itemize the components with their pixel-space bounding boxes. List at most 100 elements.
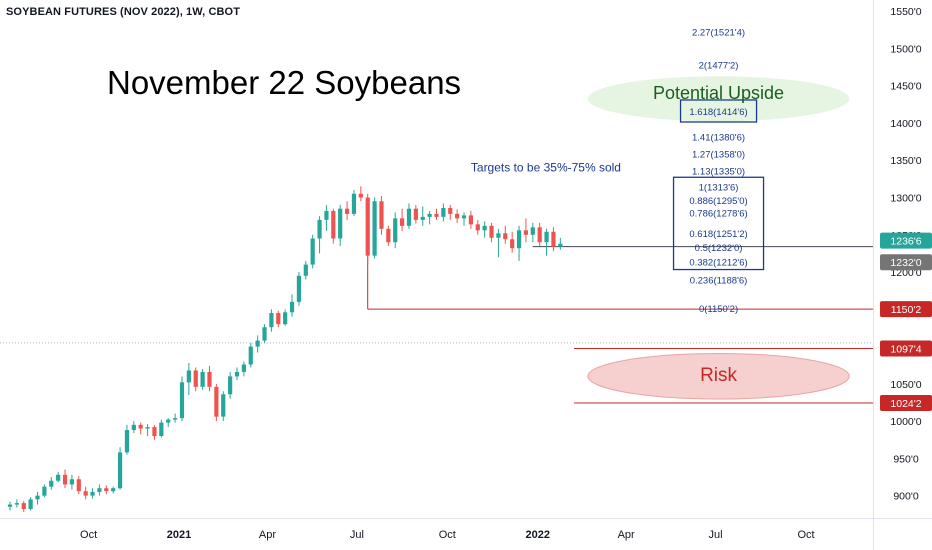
- candle-body[interactable]: [283, 312, 288, 325]
- candle-body[interactable]: [159, 422, 164, 437]
- fib-highlight-box: [679, 99, 758, 123]
- candle-body[interactable]: [420, 216, 425, 220]
- candle-body[interactable]: [97, 488, 102, 492]
- candle-body[interactable]: [241, 364, 246, 372]
- candle-body[interactable]: [427, 213, 432, 217]
- candle-body[interactable]: [42, 486, 47, 496]
- candle-body[interactable]: [179, 382, 185, 419]
- price-tag-previous: [880, 254, 932, 271]
- candle-body[interactable]: [248, 346, 253, 365]
- candle-body[interactable]: [455, 213, 460, 219]
- candle-body[interactable]: [145, 427, 150, 429]
- candle-body[interactable]: [76, 479, 81, 492]
- fib-level-label: 0(1150'2): [699, 304, 738, 315]
- candle-body[interactable]: [303, 264, 308, 276]
- candle-body[interactable]: [269, 313, 274, 328]
- candle-body[interactable]: [193, 370, 198, 387]
- candle-body[interactable]: [393, 218, 398, 243]
- candle-body[interactable]: [468, 215, 473, 225]
- price-axis-tick-label: 900'0: [893, 491, 919, 503]
- candle-body[interactable]: [544, 231, 549, 243]
- time-axis-tick-label: Oct: [797, 529, 814, 541]
- candle-body[interactable]: [255, 340, 260, 347]
- targets-note: Targets to be 35%-75% sold: [471, 161, 621, 175]
- risk-label: Risk: [700, 365, 737, 386]
- fib-level-label: 0.886(1295'0): [689, 196, 747, 207]
- candle-body[interactable]: [365, 197, 370, 256]
- candle-body[interactable]: [131, 424, 136, 431]
- candle-body[interactable]: [461, 215, 467, 219]
- candle-body[interactable]: [516, 230, 522, 249]
- candle-body[interactable]: [530, 227, 535, 235]
- candle-body[interactable]: [475, 224, 480, 231]
- candle-body[interactable]: [262, 327, 267, 341]
- candle-body[interactable]: [21, 503, 26, 510]
- chart-header[interactable]: SOYBEAN FUTURES (NOV 2022), 1W, CBOT: [6, 6, 241, 18]
- candle-body[interactable]: [503, 233, 508, 240]
- candle-body[interactable]: [117, 452, 123, 489]
- candle-body[interactable]: [221, 394, 226, 417]
- candle-body[interactable]: [62, 474, 68, 485]
- price-axis-tick-label: 1400'0: [890, 118, 921, 130]
- candle-body[interactable]: [310, 238, 315, 265]
- candle-body[interactable]: [441, 207, 446, 217]
- price-axis-tick-label: 1500'0: [890, 43, 921, 55]
- candle-body[interactable]: [331, 210, 336, 239]
- candle-body[interactable]: [324, 210, 329, 220]
- candle-body[interactable]: [400, 218, 405, 226]
- fib-level-label: 0.382(1212'6): [689, 258, 747, 269]
- candle-body[interactable]: [200, 371, 205, 387]
- price-axis-tick-label: 950'0: [893, 453, 919, 465]
- candle-body[interactable]: [386, 228, 391, 243]
- candle-body[interactable]: [28, 499, 33, 510]
- candle-body[interactable]: [537, 227, 542, 243]
- candle-body[interactable]: [351, 193, 357, 214]
- candle-body[interactable]: [551, 231, 556, 247]
- candle-body[interactable]: [448, 207, 453, 214]
- candle-body[interactable]: [166, 419, 171, 423]
- candle-body[interactable]: [317, 219, 322, 239]
- candle-body[interactable]: [14, 503, 19, 505]
- candle-body[interactable]: [482, 225, 487, 231]
- candle-body[interactable]: [124, 430, 130, 453]
- candle-body[interactable]: [372, 201, 377, 256]
- candle-body[interactable]: [296, 275, 302, 302]
- candle-body[interactable]: [496, 233, 501, 238]
- candle-body[interactable]: [104, 488, 109, 492]
- candle-body[interactable]: [406, 208, 412, 226]
- candle-body[interactable]: [207, 371, 212, 387]
- candle-body[interactable]: [172, 418, 178, 420]
- candle-body[interactable]: [413, 208, 418, 220]
- candle-body[interactable]: [489, 225, 494, 238]
- candle-body[interactable]: [138, 424, 143, 429]
- candle-body[interactable]: [186, 370, 191, 383]
- candle-body[interactable]: [56, 474, 61, 481]
- candle-body[interactable]: [289, 301, 295, 313]
- candle-body[interactable]: [214, 386, 219, 417]
- time-axis-tick-label: Jul: [350, 529, 364, 541]
- candle-body[interactable]: [344, 208, 350, 214]
- candle-body[interactable]: [234, 371, 240, 377]
- candle-body[interactable]: [83, 491, 88, 496]
- candle-body[interactable]: [434, 213, 439, 217]
- candle-body[interactable]: [49, 480, 54, 487]
- candle-body[interactable]: [35, 495, 40, 500]
- candle-body[interactable]: [111, 488, 116, 492]
- candle-body[interactable]: [338, 208, 343, 239]
- price-axis-tick-label: 1450'0: [890, 81, 921, 93]
- candle-body[interactable]: [69, 479, 75, 485]
- candle-body[interactable]: [276, 313, 281, 325]
- candle-body[interactable]: [152, 427, 157, 437]
- candle-body[interactable]: [523, 230, 529, 235]
- candle-body[interactable]: [358, 193, 363, 198]
- candle-body[interactable]: [379, 201, 384, 229]
- candle-body[interactable]: [510, 239, 515, 249]
- candle-body[interactable]: [7, 504, 13, 507]
- candle-body[interactable]: [558, 243, 563, 247]
- potential-upside-label: Potential Upside: [653, 83, 784, 103]
- time-axis-tick-label: 2021: [167, 529, 191, 541]
- price-tag-label: 1150'2: [891, 304, 922, 316]
- candle-body[interactable]: [228, 376, 233, 395]
- candle-body[interactable]: [90, 491, 95, 496]
